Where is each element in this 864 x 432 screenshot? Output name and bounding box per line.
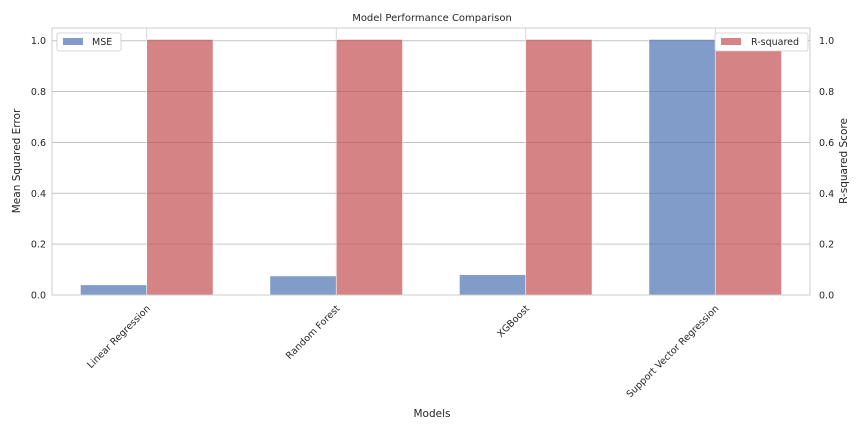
r-squared-bar bbox=[146, 39, 214, 296]
left-y-axis: 0.0 0.2 0.4 0.6 0.8 1.0 bbox=[31, 36, 46, 301]
left-y-tick-label: 0.2 bbox=[31, 240, 46, 251]
legend-left-box bbox=[56, 32, 122, 52]
r-squared-bar bbox=[335, 39, 403, 296]
right-y-tick-label: 0.4 bbox=[819, 189, 834, 200]
legend-right-label: R-squared bbox=[751, 37, 799, 48]
legend-left-swatch bbox=[63, 38, 83, 45]
mse-bar bbox=[269, 275, 337, 296]
right-y-axis: 0.0 0.2 0.4 0.6 0.8 1.0 bbox=[819, 36, 834, 301]
left-y-tick-label: 0.4 bbox=[31, 189, 46, 200]
right-y-tick-label: 0.6 bbox=[819, 138, 834, 149]
legend-left-label: MSE bbox=[92, 37, 112, 48]
right-y-tick-label: 0.0 bbox=[819, 291, 834, 302]
legend-right: R-squared bbox=[714, 32, 809, 52]
left-y-tick-label: 0.0 bbox=[31, 291, 46, 302]
r-squared-bar bbox=[525, 39, 593, 296]
right-y-axis-label: R-squared Score bbox=[838, 118, 850, 204]
legend-right-box bbox=[714, 32, 809, 52]
right-y-tick-label: 0.2 bbox=[819, 240, 834, 251]
x-axis: Linear Regression Random Forest XGBoost Sup… bbox=[85, 303, 721, 400]
plot-frame bbox=[51, 27, 811, 296]
mse-bar bbox=[459, 274, 527, 296]
legend-left: MSE bbox=[56, 32, 122, 52]
right-y-tick-label: 1.0 bbox=[819, 36, 834, 47]
x-tick-label: Linear Regression bbox=[85, 303, 153, 371]
chart-title: Model Performance Comparison bbox=[352, 13, 512, 24]
left-y-tick-label: 0.6 bbox=[31, 138, 46, 149]
right-y-tick-label: 0.8 bbox=[819, 87, 834, 98]
legend-right-swatch bbox=[721, 38, 741, 45]
mse-bar bbox=[648, 39, 716, 296]
left-y-tick-label: 0.8 bbox=[31, 87, 46, 98]
x-tick-label: Support Vector Regression bbox=[625, 303, 722, 400]
x-axis-label: Models bbox=[414, 408, 451, 420]
left-y-axis-label: Mean Squared Error bbox=[11, 108, 23, 213]
x-tick-label: Random Forest bbox=[284, 303, 343, 362]
x-tick-label: XGBoost bbox=[495, 303, 532, 340]
bars bbox=[80, 39, 782, 296]
left-y-tick-label: 1.0 bbox=[31, 36, 46, 47]
mse-bar bbox=[80, 284, 148, 296]
r-squared-bar bbox=[714, 39, 782, 296]
